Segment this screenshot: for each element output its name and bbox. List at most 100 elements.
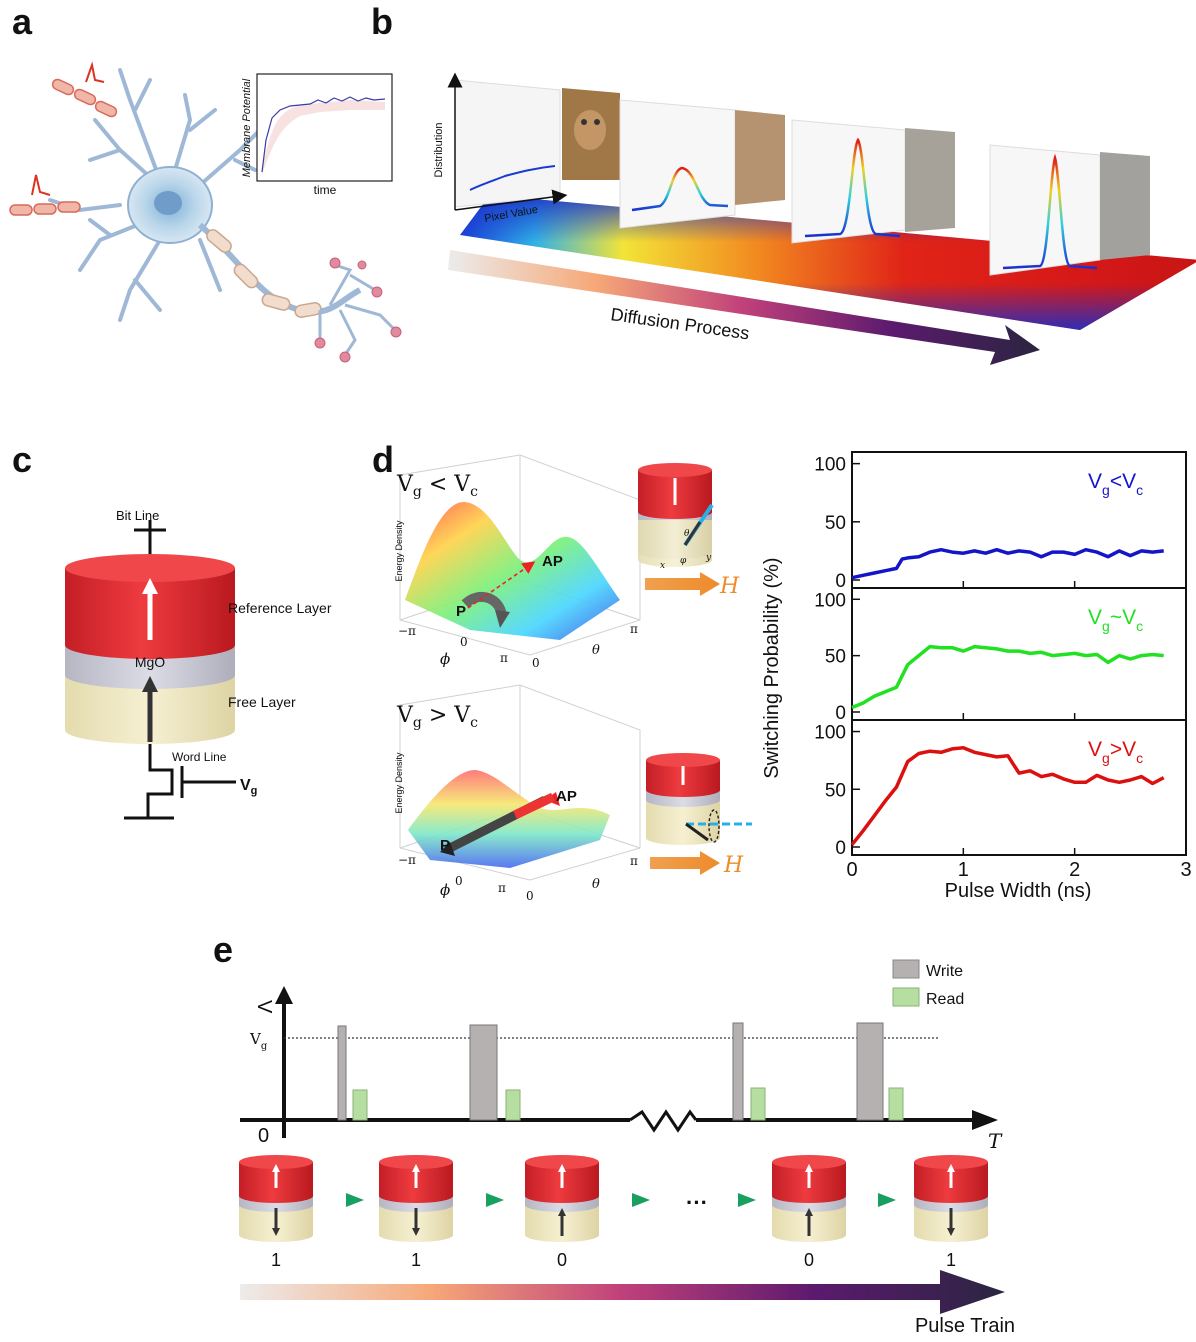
inset-xlabel: time: [314, 183, 337, 197]
sequence-ellipsis: ···: [686, 1190, 708, 1215]
mgo-label: MgO: [135, 654, 165, 670]
transition-arrow-icon: [632, 1193, 650, 1207]
bit-value-3: 0: [557, 1250, 567, 1270]
write-pulse-1: [337, 1025, 347, 1121]
axis-phi-small: φ: [680, 556, 687, 566]
legend-write-label: Write: [926, 963, 963, 980]
ytick-label: 0: [835, 703, 846, 724]
phi-axis-bottom: ϕ: [440, 881, 450, 899]
write-pulse-3: [732, 1022, 744, 1121]
series-line-1: [851, 547, 1164, 580]
distribution-card-2: [619, 99, 785, 229]
ap-label-top: AP: [542, 553, 563, 570]
phi-axis-top: ϕ: [440, 650, 450, 668]
phi-tick-pi-bottom: π: [498, 881, 506, 895]
pulse-legend: Write Read: [892, 959, 964, 1008]
vg-level-label: Vg: [249, 1030, 268, 1052]
phi-tick-neg-pi-top: −π: [398, 624, 416, 638]
write-pulse-4: [856, 1022, 884, 1121]
mtj-state-4: 0: [772, 1155, 846, 1270]
write-pulse-2: [469, 1024, 498, 1121]
phi-tick-pi-top: π: [500, 651, 508, 665]
field-h-bottom: H: [723, 853, 744, 878]
energy-surface-bottom: AP P Energy Density Vg > Vc −π 0 π 0 π ϕ…: [394, 684, 641, 903]
reference-layer-label: Reference Layer: [228, 600, 332, 616]
ytick-label: 100: [814, 723, 846, 744]
mini-mtj-bottom: H: [646, 753, 752, 878]
transition-arrow-icon: [738, 1193, 756, 1207]
xtick-label: 3: [1180, 859, 1191, 881]
transition-arrow-icon: [346, 1193, 364, 1207]
distribution-card-4: [989, 144, 1150, 276]
bit-value-5: 1: [946, 1250, 956, 1270]
theta-axis-bottom: θ: [592, 877, 600, 892]
theta-tick-zero-top: 0: [532, 656, 540, 670]
ytick-label: 0: [835, 838, 846, 859]
energy-surface-top: AP P Energy Density Vg < Vc −π 0 π 0 π ϕ…: [394, 454, 641, 670]
mini-mtj-top: x y θ φ H: [638, 463, 740, 599]
bit-value-1: 1: [271, 1250, 281, 1270]
switching-ylabel: Switching Probability (%): [761, 557, 783, 778]
phi-tick-neg-pi-bottom: −π: [398, 853, 416, 867]
access-transistor: [124, 744, 236, 820]
field-h-top: H: [719, 574, 740, 599]
ytick-label: 100: [814, 590, 846, 611]
p-label-bottom: P: [440, 837, 450, 854]
p-label-top: P: [456, 603, 466, 620]
legend-write-swatch: [892, 959, 920, 979]
series-line-2: [851, 644, 1164, 710]
series-label-2: Vg~Vc: [1088, 606, 1143, 634]
bit-value-2: 1: [411, 1250, 421, 1270]
diffusion-heatmap: [460, 195, 1196, 330]
panel-label-a: a: [12, 1, 33, 42]
theta-axis-top: θ: [592, 643, 600, 658]
switching-probability-chart: Switching Probability (%) Pulse Width (n…: [761, 451, 1192, 902]
bit-value-4: 0: [804, 1250, 814, 1270]
transition-arrow-icon: [486, 1193, 504, 1207]
legend-read-swatch: [892, 987, 920, 1007]
xtick-label: 0: [846, 859, 857, 881]
pulse-train-axes: V Vg 0 T: [240, 986, 1003, 1153]
pulses: [337, 1022, 904, 1121]
energy-density-label-bottom: Energy Density: [394, 752, 404, 814]
transition-arrow-icon: [878, 1193, 896, 1207]
series-label-1: Vg<Vc: [1088, 470, 1143, 498]
axis-x-top: x: [660, 561, 665, 571]
xtick-label: 2: [1069, 859, 1080, 881]
distribution-ylabel: Distribution: [433, 122, 445, 177]
mtj-state-1: 1: [239, 1155, 313, 1270]
ap-label-bottom: AP: [556, 788, 577, 805]
theta-tick-zero-bottom: 0: [526, 889, 534, 903]
distribution-card-3: [791, 119, 955, 244]
theta-tick-pi-bottom: π: [630, 854, 638, 868]
neuron-illustration: [9, 61, 402, 363]
theta-tick-pi-top: π: [630, 622, 638, 636]
axis-theta-small: θ: [684, 529, 690, 539]
bit-line-label: Bit Line: [116, 508, 159, 523]
origin-label: 0: [258, 1125, 269, 1147]
axis-y-top: y: [705, 553, 712, 563]
ytick-label: 50: [825, 647, 846, 668]
read-pulse-3: [750, 1087, 766, 1121]
mtj-state-sequence: 1 1 0 0 1: [239, 1155, 988, 1270]
free-layer-label: Free Layer: [228, 694, 296, 710]
series-line-3: [850, 745, 1165, 846]
condition-title-bottom: Vg > Vc: [396, 703, 478, 731]
series-label-3: Vg>Vc: [1088, 738, 1143, 766]
read-pulse-4: [888, 1087, 904, 1121]
ytick-label: 50: [825, 780, 846, 801]
panel-label-e: e: [213, 929, 233, 970]
legend-read-label: Read: [926, 991, 964, 1008]
read-pulse-1: [352, 1089, 368, 1121]
condition-title-top: Vg < Vc: [396, 472, 478, 500]
mtj-device: Bit Line MgO Reference Layer Free Layer …: [65, 508, 332, 820]
t-axis-label: T: [988, 1129, 1003, 1153]
mtj-state-5: 1: [914, 1155, 988, 1270]
energy-density-label-top: Energy Density: [394, 520, 404, 582]
panel-label-b: b: [371, 1, 393, 42]
read-pulse-2: [505, 1089, 521, 1121]
mtj-state-3: 0: [525, 1155, 599, 1270]
phi-tick-zero-top: 0: [460, 635, 468, 649]
pulse-train-arrow: Pulse Train: [240, 1270, 1015, 1337]
